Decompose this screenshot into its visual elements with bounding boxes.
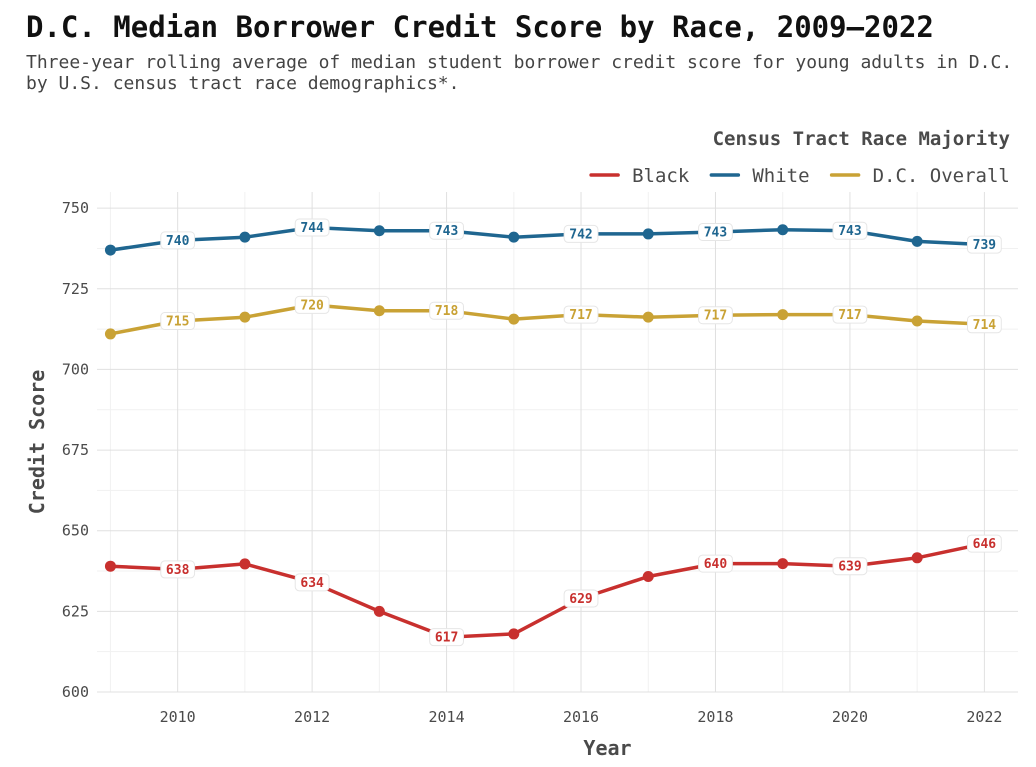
data-label: 739: [973, 238, 996, 253]
data-label: 715: [166, 315, 189, 330]
data-point: [373, 225, 385, 237]
data-label-box: [698, 554, 733, 573]
data-label: 617: [435, 631, 458, 646]
data-label: 743: [704, 226, 727, 241]
data-point: [777, 309, 789, 321]
x-tick-label: 2014: [429, 708, 465, 726]
data-label: 742: [569, 227, 592, 242]
data-label: 646: [973, 537, 997, 552]
legend-label: D.C. Overall: [873, 165, 1010, 187]
data-label-box: [832, 221, 868, 240]
data-label: 743: [838, 224, 861, 239]
data-point: [642, 571, 654, 583]
data-point: [104, 328, 116, 340]
y-tick-label: 650: [62, 522, 89, 540]
data-point: [373, 605, 385, 617]
data-point: [239, 231, 251, 243]
data-label: 744: [300, 221, 324, 236]
data-point: [642, 228, 654, 240]
chart-title: D.C. Median Borrower Credit Score by Rac…: [26, 10, 934, 44]
data-label-box: [966, 235, 1002, 254]
x-tick-label: 2018: [697, 708, 733, 726]
data-label: 638: [166, 563, 190, 578]
series-lines: [104, 221, 990, 643]
x-tick-label: 2010: [160, 708, 196, 726]
y-tick-label: 675: [62, 441, 89, 459]
data-label-box: [698, 306, 733, 325]
data-point: [777, 224, 789, 236]
data-point: [508, 313, 520, 325]
data-label: 629: [569, 592, 592, 607]
data-label: 634: [300, 576, 324, 591]
data-point: [104, 244, 116, 256]
data-point: [911, 552, 923, 564]
data-label-box: [294, 218, 330, 237]
data-point: [642, 311, 654, 323]
data-label-box: [429, 221, 464, 240]
y-tick-label: 600: [62, 683, 89, 701]
data-label-box: [966, 315, 1002, 334]
data-label: 639: [838, 560, 861, 575]
data-label-box: [294, 573, 330, 592]
data-label-box: [160, 231, 196, 250]
data-label-box: [160, 312, 196, 331]
x-tick-label: 2016: [563, 708, 599, 726]
legend: Census Tract Race Majority D.C. Overall Wh…: [589, 128, 1010, 187]
data-label: 718: [435, 304, 459, 319]
data-point: [777, 558, 789, 570]
data-label-box: [429, 301, 464, 320]
y-tick-label: 725: [62, 280, 89, 298]
data-point: [104, 560, 116, 572]
data-label-box: [429, 628, 464, 647]
data-label-box: [563, 589, 599, 608]
data-point: [373, 305, 385, 317]
legend-label: Black: [632, 165, 690, 187]
data-point: [239, 558, 251, 570]
data-label: 714: [973, 318, 997, 333]
legend-label: White: [752, 165, 809, 187]
data-point: [911, 235, 923, 247]
data-label: 640: [704, 557, 728, 572]
data-label-box: [832, 557, 868, 576]
data-label-box: [294, 295, 330, 314]
data-label-box: [563, 224, 599, 243]
data-labels: 638 634 617 629 640 639 646 740 744 743 742 743 743 7…: [160, 218, 1002, 647]
gridlines: [97, 192, 1018, 693]
data-label-box: [160, 560, 196, 579]
data-label: 740: [166, 234, 190, 249]
y-axis-title: Credit Score: [25, 370, 49, 515]
chart-subtitle: Three-year rolling average of median stu…: [26, 52, 1013, 94]
y-tick-label: 750: [62, 199, 89, 217]
data-label-box: [698, 223, 733, 241]
data-label: 717: [838, 308, 861, 323]
y-tick-label: 700: [62, 360, 89, 378]
x-tick-label: 2012: [294, 708, 330, 726]
data-point: [508, 231, 520, 243]
axes: 600 625 650 675 700 725 750 2010 2012 2014 2016 201…: [25, 199, 1002, 760]
data-label-box: [563, 305, 599, 324]
data-label: 743: [435, 224, 458, 239]
data-label-box: [966, 534, 1002, 553]
x-tick-label: 2022: [966, 708, 1002, 726]
data-point: [508, 628, 520, 640]
data-label: 717: [704, 309, 727, 324]
x-tick-label: 2020: [832, 708, 868, 726]
x-axis-title: Year: [583, 736, 631, 760]
data-point: [239, 311, 251, 323]
y-tick-label: 625: [62, 602, 89, 620]
legend-title: Census Tract Race Majority: [713, 128, 1010, 150]
data-label: 720: [300, 298, 324, 313]
data-label: 717: [569, 308, 592, 323]
data-label-box: [832, 305, 868, 324]
data-point: [911, 315, 923, 327]
